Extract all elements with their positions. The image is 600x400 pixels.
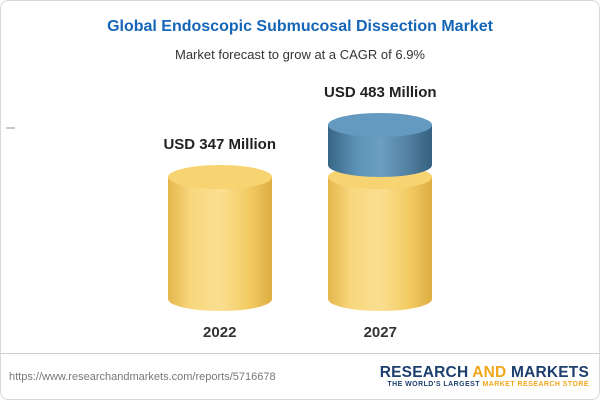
cylinder-top-cap <box>167 165 272 189</box>
value-label-2022: USD 347 Million <box>163 136 276 153</box>
cylinder-2022 <box>167 165 272 311</box>
cylinder-segment-base <box>167 165 272 311</box>
cylinder-segment-growth <box>328 113 433 177</box>
value-label-2027: USD 483 Million <box>324 84 437 101</box>
year-label-2027: 2027 <box>363 324 397 341</box>
report-url: https://www.researchandmarkets.com/repor… <box>9 370 276 383</box>
logo-and: AND <box>472 363 507 381</box>
chart-column-2022: USD 347 Million 2022 <box>163 136 276 341</box>
chart-header: Global Endoscopic Submucosal Dissection … <box>1 1 599 62</box>
cylinder-2027 <box>328 113 433 311</box>
left-edge-tick <box>6 127 15 129</box>
logo-markets: MARKETS <box>506 363 589 381</box>
cylinder-top-cap <box>328 113 433 137</box>
logo-tagline: THE WORLD'S LARGEST MARKET RESEARCH STOR… <box>380 381 589 389</box>
tagline-part-2: MARKET RESEARCH STORE <box>482 381 589 389</box>
chart-title: Global Endoscopic Submucosal Dissection … <box>107 18 493 35</box>
logo-wordmark: RESEARCH AND MARKETS <box>380 364 589 382</box>
year-label-2022: 2022 <box>203 324 237 341</box>
tagline-part-1: THE WORLD'S LARGEST <box>387 381 483 389</box>
cylinder-bar-chart: USD 347 Million 2022 USD 483 Million 202… <box>1 62 599 353</box>
chart-column-2027: USD 483 Million 2027 <box>324 84 437 341</box>
chart-subtitle: Market forecast to grow at a CAGR of 6.9… <box>175 47 425 62</box>
logo-research: RESEARCH <box>379 363 473 381</box>
footer: https://www.researchandmarkets.com/repor… <box>1 353 599 399</box>
research-and-markets-logo: RESEARCH AND MARKETS THE WORLD'S LARGEST… <box>380 364 589 390</box>
cylinder-segment-base <box>328 165 433 311</box>
